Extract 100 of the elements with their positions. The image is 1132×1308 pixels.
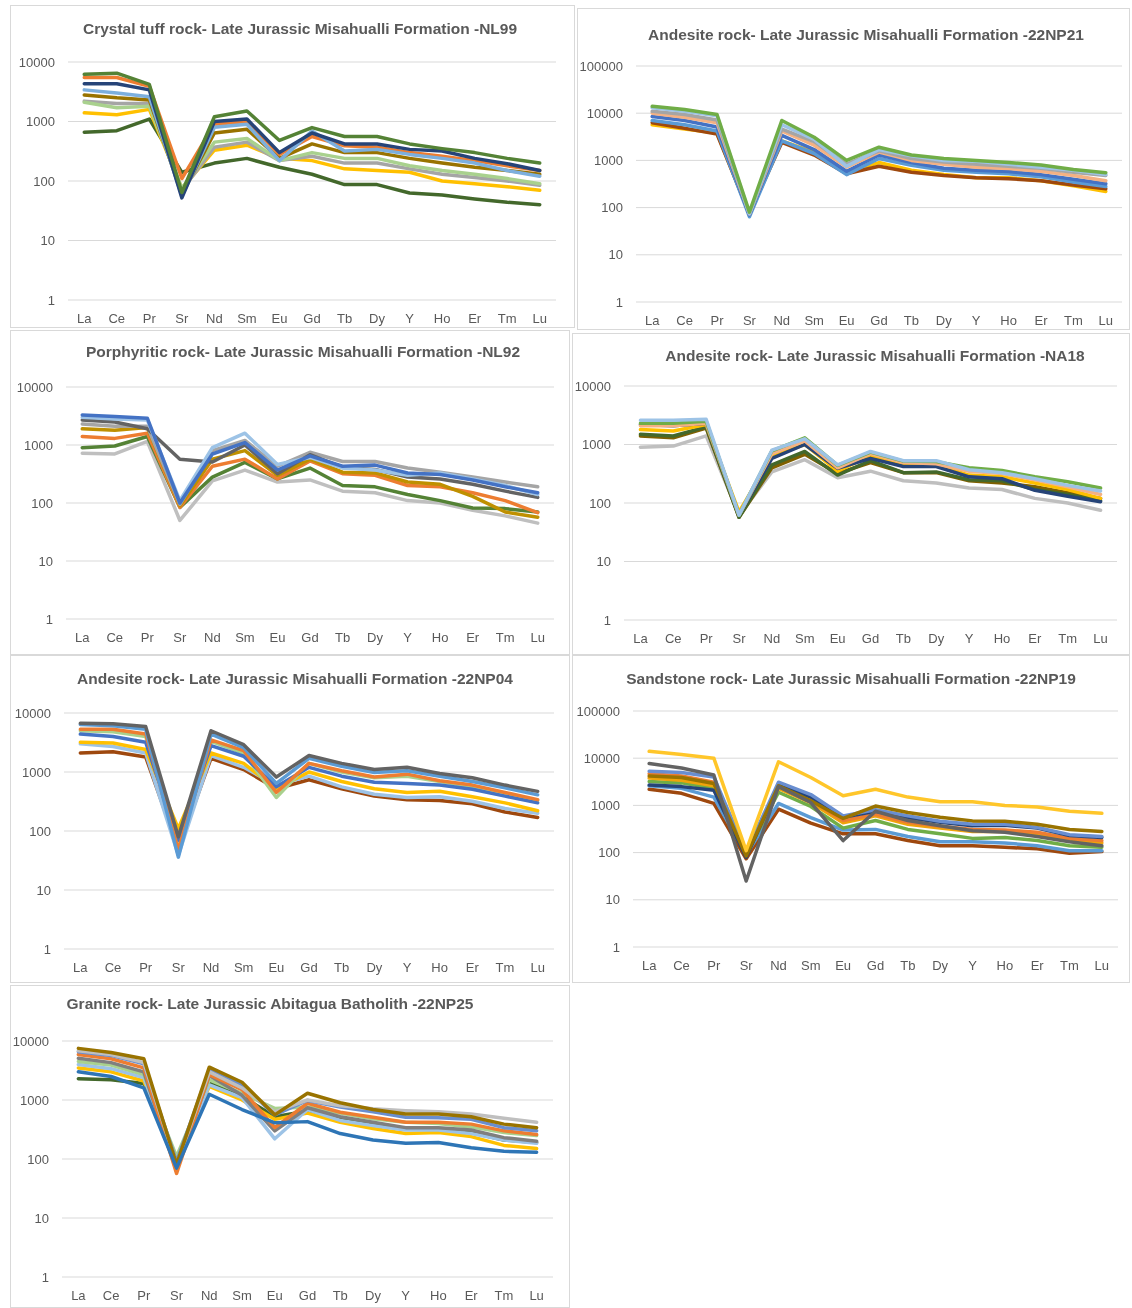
chart-title: Porphyritic rock- Late Jurassic Misahualli Formation -NL92 [85, 342, 521, 360]
x-tick-label: La [77, 310, 93, 326]
x-tick-label: Ce [102, 1287, 120, 1303]
chart-title: Sandstone rock- Late Jurassic Misahualli Formation -22NP19 [626, 669, 1077, 687]
y-tick-label: 10 [40, 233, 55, 248]
line-series [647, 749, 1104, 853]
x-tick-label: Sm [795, 630, 815, 646]
y-tick-label: 100 [601, 200, 623, 216]
x-tick-label: Er [465, 959, 480, 975]
x-tick-label: Y [402, 959, 412, 975]
x-tick-label: Pr [707, 957, 721, 973]
x-tick-label: La [73, 959, 89, 975]
y-tick-label: 1 [45, 611, 53, 627]
x-tick-label: Ce [673, 957, 690, 973]
x-tick-label: Tm [495, 959, 515, 975]
x-tick-label: Pr [140, 629, 155, 645]
y-tick-label: 1 [43, 941, 51, 957]
y-tick-label: 100 [589, 495, 611, 511]
x-tick-label: Sr [742, 312, 757, 328]
x-tick-label: Dy [366, 959, 383, 975]
line-series [80, 439, 540, 525]
x-tick-label: Sr [739, 957, 754, 973]
x-tick-label: Er [464, 1287, 479, 1303]
x-tick-label: Y [403, 629, 413, 645]
x-tick-label: La [641, 957, 658, 973]
x-tick-label: Eu [838, 312, 855, 328]
x-tick-label: Ho [993, 630, 1011, 646]
y-tick-label: 10000 [14, 705, 51, 721]
y-tick-label: 1000 [26, 114, 55, 129]
x-tick-label: Tb [332, 1287, 348, 1303]
x-tick-label: Nd [206, 310, 223, 326]
x-tick-label: Ho [431, 629, 449, 645]
x-tick-label: Pr [699, 630, 714, 646]
x-tick-label: Nd [773, 312, 791, 328]
y-tick-label: 1 [615, 294, 623, 310]
x-tick-label: Nd [202, 959, 220, 975]
chart-title: Crystal tuff rock- Late Jurassic Misahualli Formation -NL99 [82, 19, 518, 37]
y-tick-label: 1000 [591, 797, 620, 813]
x-tick-label: Sm [804, 312, 824, 328]
x-tick-label: Tm [494, 1287, 514, 1303]
x-tick-label: Y [401, 1287, 411, 1303]
x-tick-label: Ce [676, 312, 693, 328]
x-tick-label: Gd [301, 629, 319, 645]
y-tick-label: 10000 [586, 105, 623, 121]
x-tick-label: Ho [433, 310, 451, 326]
x-tick-label: Ho [996, 957, 1014, 973]
y-tick-label: 1 [603, 612, 611, 628]
y-tick-label: 100 [27, 1151, 49, 1167]
y-tick-label: 10000 [16, 379, 53, 395]
y-tick-label: 10000 [18, 54, 55, 70]
x-tick-label: Tm [497, 310, 517, 326]
chart-title: Granite rock- Late Jurassic Abitagua Batholith -22NP25 [66, 994, 474, 1012]
x-tick-label: Tb [895, 630, 911, 646]
x-tick-label: Dy [932, 957, 949, 973]
x-tick-label: Eu [266, 1287, 283, 1303]
x-tick-label: Lu [530, 959, 545, 975]
y-tick-label: 10 [608, 247, 623, 263]
x-tick-label: Tb [336, 310, 353, 326]
line-series [647, 761, 1104, 883]
x-tick-label: Gd [870, 312, 888, 328]
x-tick-label: Eu [268, 959, 285, 975]
x-tick-label: Tm [1060, 957, 1079, 973]
y-tick-label: 1000 [24, 437, 53, 453]
y-tick-label: 10000 [583, 750, 620, 766]
y-tick-label: 100 [29, 823, 51, 839]
y-tick-label: 100000 [579, 58, 623, 74]
x-tick-label: Er [1034, 312, 1049, 328]
y-tick-label: 1 [41, 1269, 49, 1285]
y-tick-label: 10 [596, 554, 611, 569]
y-tick-label: 1000 [20, 1092, 49, 1108]
x-tick-label: Y [964, 630, 974, 646]
y-tick-label: 1000 [582, 437, 611, 452]
x-tick-label: Tb [903, 312, 919, 328]
x-tick-label: Pr [137, 1287, 151, 1303]
chart-title: Andesite rock- Late Jurassic Misahualli Formation -NA18 [665, 346, 1086, 364]
x-tick-label: Eu [271, 310, 288, 326]
x-tick-label: Nd [763, 630, 781, 646]
x-tick-label: Eu [269, 629, 286, 645]
x-tick-label: Gd [303, 310, 321, 326]
x-tick-label: Dy [928, 630, 945, 646]
x-tick-label: Tb [900, 957, 916, 973]
y-tick-label: 10 [605, 892, 620, 908]
x-tick-label: Nd [200, 1287, 218, 1303]
x-tick-label: Gd [298, 1287, 317, 1303]
y-tick-label: 100 [33, 173, 55, 189]
x-tick-label: Y [405, 310, 415, 326]
x-tick-label: Ho [431, 959, 448, 975]
x-tick-label: Eu [829, 630, 846, 646]
x-tick-label: Pr [139, 959, 153, 975]
x-tick-label: Sm [235, 629, 255, 645]
y-tick-label: 100 [598, 845, 620, 861]
y-tick-label: 1 [47, 292, 55, 308]
x-tick-label: Nd [770, 957, 787, 973]
x-tick-label: Tb [334, 959, 350, 975]
x-tick-label: Lu [1094, 957, 1110, 973]
x-tick-label: Er [1030, 957, 1045, 973]
x-tick-label: Dy [365, 1287, 382, 1303]
x-tick-label: Ho [1000, 312, 1017, 328]
x-tick-label: La [644, 312, 661, 328]
y-tick-label: 1000 [22, 764, 51, 780]
